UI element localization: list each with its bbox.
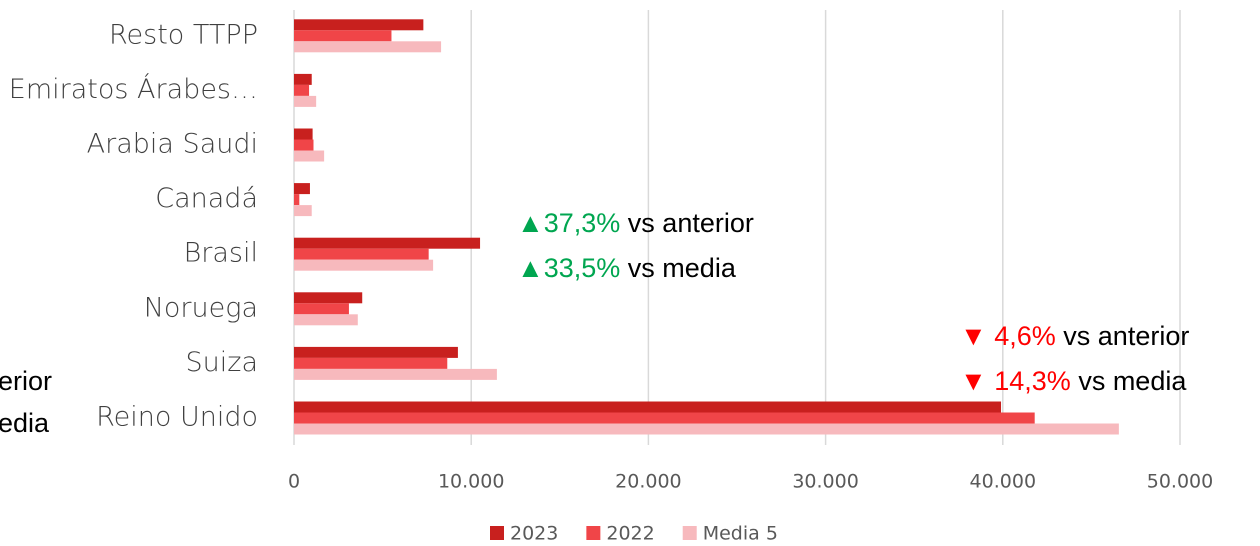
category-label: Suiza — [186, 347, 258, 378]
annotation: ▼ 4,6% vs anterior — [960, 321, 1189, 351]
legend-label: 2023 — [510, 523, 558, 545]
annotation-text: vs media — [628, 253, 737, 283]
annotation-highlight: ▲37,3% — [517, 208, 620, 238]
bar — [294, 128, 313, 140]
bar — [294, 30, 392, 42]
annotation-text: edia — [0, 408, 50, 438]
x-tick-label: 50.000 — [1147, 471, 1213, 493]
bar — [294, 139, 314, 151]
bar — [294, 401, 1002, 413]
bar — [294, 183, 310, 195]
bar — [294, 423, 1119, 435]
bar — [294, 73, 312, 85]
bar — [294, 412, 1035, 424]
annotation-text: vs media — [1078, 366, 1187, 396]
bar — [294, 205, 312, 217]
x-tick-label: 20.000 — [615, 471, 681, 493]
bar — [294, 248, 429, 260]
category-label: Brasil — [184, 238, 258, 269]
legend-swatch — [490, 526, 504, 540]
x-tick-label: 0 — [288, 471, 300, 493]
bar — [294, 314, 358, 326]
bar — [294, 95, 317, 107]
legend-label: Media 5 — [703, 523, 778, 545]
annotation-text: vs anterior — [628, 208, 754, 238]
legend-label: 2022 — [606, 523, 654, 545]
x-tick-label: 40.000 — [970, 471, 1036, 493]
bar — [294, 368, 497, 380]
category-label: Canadá — [155, 183, 258, 214]
legend-swatch — [586, 526, 601, 540]
annotation-highlight: ▼ 14,3% — [960, 366, 1071, 396]
x-tick-label: 10.000 — [438, 471, 504, 493]
category-label: Arabia Saudi — [87, 129, 258, 160]
annotation-text: erior — [0, 366, 52, 396]
bar — [294, 41, 442, 53]
annotation: erior — [0, 366, 52, 396]
category-label: Noruega — [144, 292, 258, 323]
bar — [294, 84, 310, 96]
bar — [294, 346, 458, 358]
legend-swatch — [682, 526, 697, 540]
bar — [294, 292, 363, 304]
annotation-highlight: ▼ 4,6% — [960, 321, 1056, 351]
bar — [294, 194, 300, 206]
bar — [294, 150, 325, 162]
category-label: Emiratos Árabes… — [9, 73, 258, 105]
bar — [294, 303, 349, 315]
annotation-highlight: ▲33,5% — [517, 253, 620, 283]
bar — [294, 357, 448, 369]
bar — [294, 237, 481, 249]
annotation: ▼ 14,3% vs media — [960, 366, 1187, 396]
annotation-text: vs anterior — [1063, 321, 1189, 351]
x-tick-label: 30.000 — [792, 471, 858, 493]
bar — [294, 19, 424, 31]
bar — [294, 259, 434, 271]
annotation: ▲37,3% vs anterior — [517, 208, 754, 238]
annotation: edia — [0, 408, 50, 438]
category-label: Resto TTPP — [109, 19, 258, 50]
annotation: ▲33,5% vs media — [517, 253, 737, 283]
category-label: Reino Unido — [96, 402, 258, 433]
